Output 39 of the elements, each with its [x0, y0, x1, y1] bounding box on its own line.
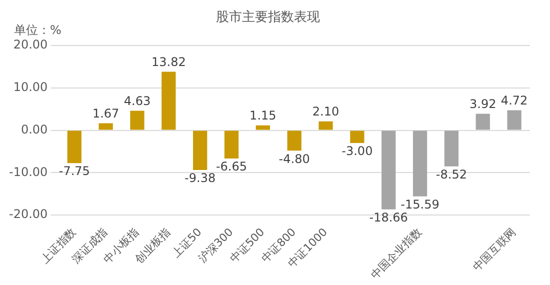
data-label: -8.52: [436, 168, 467, 182]
data-label: -18.66: [369, 210, 408, 224]
bar: [318, 121, 333, 130]
bar: [162, 72, 176, 130]
data-label: -4.80: [278, 152, 310, 166]
data-label: 13.82: [151, 54, 186, 69]
bar: [412, 130, 428, 196]
bar: [507, 110, 522, 130]
data-label: -6.65: [216, 160, 248, 174]
bar: [193, 130, 208, 170]
data-label: 4.63: [124, 94, 151, 108]
bar: [98, 123, 113, 130]
bar: [256, 125, 270, 130]
data-label: 1.67: [92, 106, 120, 120]
bar: [476, 114, 490, 130]
data-label: 2.10: [312, 104, 340, 119]
bar: [287, 130, 302, 151]
data-label: -9.38: [184, 171, 216, 186]
data-label: 1.15: [250, 108, 276, 123]
y-axis-title: 单位：%: [14, 22, 62, 39]
y-tick-label: 20.00: [13, 38, 48, 52]
bar: [444, 130, 459, 166]
y-tick-label: -10.00: [8, 164, 48, 179]
x-tick-label: 中国互联网: [470, 226, 518, 274]
data-label: -3.00: [342, 144, 373, 158]
bar: [130, 110, 144, 130]
y-tick-label: 10.00: [13, 80, 48, 94]
bar: [67, 130, 82, 164]
bar: [350, 130, 364, 144]
chart-title: 股市主要指数表现: [216, 9, 320, 26]
bar: [224, 130, 239, 158]
y-tick-label: 0.00: [20, 122, 48, 136]
x-tick-label: 中国企业指数: [368, 226, 424, 282]
data-label: -7.75: [58, 164, 90, 178]
data-label: 4.72: [500, 93, 528, 108]
data-label: 3.92: [470, 96, 496, 111]
y-tick-label: -20.00: [8, 207, 48, 222]
data-label: -15.59: [400, 197, 440, 212]
bar: [382, 130, 396, 210]
